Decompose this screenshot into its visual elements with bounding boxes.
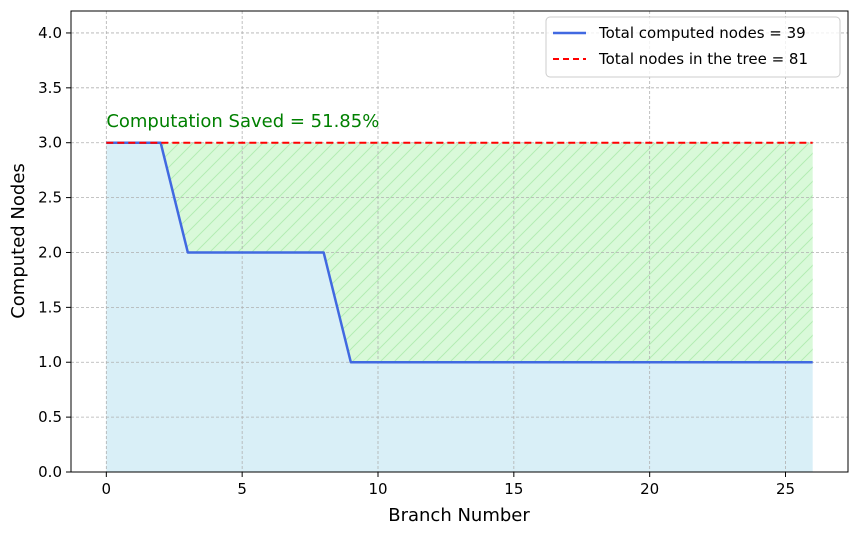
- legend-label-total-nodes: Total nodes in the tree = 81: [598, 50, 808, 68]
- legend-label-computed-nodes: Total computed nodes = 39: [598, 24, 806, 42]
- y-tick-label: 0.0: [38, 463, 62, 481]
- y-tick-label: 0.5: [38, 408, 62, 426]
- computed-area-fill: [106, 142, 813, 472]
- y-tick-label: 1.5: [38, 298, 62, 316]
- y-tick-label: 3.5: [38, 79, 62, 97]
- y-tick-label: 3.0: [38, 134, 62, 152]
- x-axis-label: Branch Number: [388, 505, 530, 526]
- ticks-layer: 0 5 10 15 20 25 0.0 0.5 1.0 1.5 2.0 2.5 3.0 3.5 4.0: [38, 24, 795, 498]
- legend-box: [545, 16, 841, 78]
- y-tick-label: 2.5: [38, 189, 62, 207]
- x-tick-label: 20: [640, 480, 659, 498]
- computation-saved-annotation: Computation Saved = 51.85%: [106, 111, 379, 132]
- y-tick-label: 4.0: [38, 24, 62, 42]
- y-axis-label: Computed Nodes: [8, 163, 29, 319]
- series-line-computed-nodes: [106, 141, 813, 364]
- y-tick-label: 1.0: [38, 353, 62, 371]
- y-tick-label: 2.0: [38, 243, 62, 261]
- series-layer: [106, 141, 813, 364]
- x-tick-label: 5: [237, 480, 247, 498]
- x-tick-label: 15: [504, 480, 523, 498]
- x-tick-label: 10: [368, 480, 387, 498]
- x-tick-label: 25: [776, 480, 795, 498]
- x-tick-label: 0: [102, 480, 112, 498]
- axes-frame: [70, 10, 849, 473]
- legend: Total computed nodes = 39 Total nodes in…: [545, 16, 841, 78]
- axes-border: [70, 10, 849, 473]
